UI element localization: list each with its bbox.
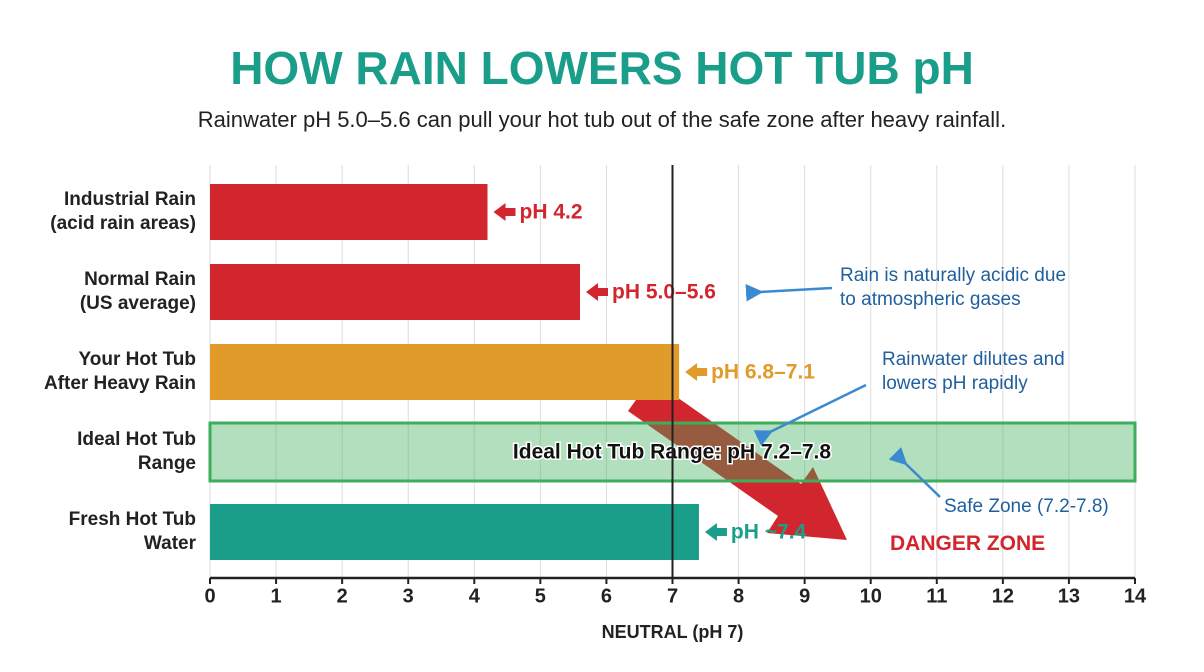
value-pointer [493,203,516,221]
value-pointer [586,283,608,301]
category-label: Industrial Rain (acid rain areas) [50,189,196,234]
value-label: pH 4.2 [520,201,583,224]
annotation: DANGER ZONE [890,532,1046,555]
value-label: pH 6.8–7.1 [711,361,815,384]
x-tick-label: 2 [337,585,348,607]
category-label: Normal Rain (US average) [79,269,196,314]
x-tick-label: 11 [926,585,947,607]
x-tick-label: 1 [271,585,282,607]
category-label: Ideal Hot Tub Range [77,429,196,474]
category-label: Your Hot Tub After Heavy Rain [43,349,196,394]
x-tick-label: 7 [667,585,678,607]
value-pointer [685,363,708,381]
x-axis-label: NEUTRAL (pH 7) [602,622,744,642]
x-tick-label: 5 [535,585,546,607]
annotation-arrow [745,284,833,302]
x-tick-label: 3 [403,585,414,607]
annotation-arrow [888,446,941,498]
value-label: pH 5.0–5.6 [612,281,716,304]
x-tick-label: 14 [1124,585,1147,607]
x-tick-label: 10 [860,585,882,607]
chart-subtitle: Rainwater pH 5.0–5.6 can pull your hot t… [198,107,1006,132]
x-tick-label: 6 [601,585,612,607]
x-tick-label: 0 [204,585,215,607]
value-pointer [704,523,727,541]
x-tick-label: 9 [799,585,810,607]
category-label: Fresh Hot Tub Water [68,509,196,554]
annotation: Rainwater dilutes and lowers pH rapidly [882,349,1065,394]
bar [210,504,699,560]
bar [210,264,580,320]
danger-arrow [628,379,847,540]
x-tick-label: 8 [733,585,744,607]
annotation: Safe Zone (7.2-7.8) [944,496,1109,517]
bar [210,184,488,240]
annotation: Rain is naturally acidic due to atmosphe… [840,265,1067,310]
annotation-arrow [753,383,867,447]
chart-title: HOW RAIN LOWERS HOT TUB pH [230,42,974,94]
x-tick-label: 13 [1058,585,1080,607]
bar [210,344,680,400]
x-tick-label: 12 [992,585,1014,607]
x-tick-label: 4 [469,585,481,607]
value-label: pH ~7.4 [731,521,807,544]
